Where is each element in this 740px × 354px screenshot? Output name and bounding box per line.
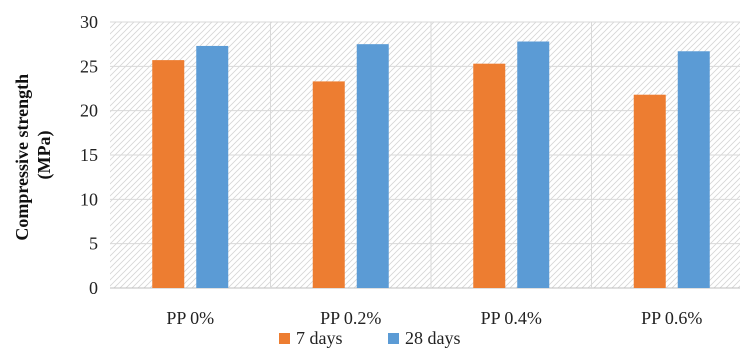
y-tick-label-5: 5 bbox=[89, 234, 98, 254]
y-tick-label-30: 30 bbox=[80, 12, 98, 32]
bar-pp-0-4--7-days bbox=[473, 63, 506, 288]
bar-pp-0--28-days bbox=[196, 45, 229, 288]
bar-pp-0-2--28-days bbox=[356, 44, 389, 288]
y-tick-label-25: 25 bbox=[80, 56, 98, 76]
bar-pp-0-4--28-days bbox=[517, 41, 550, 288]
bars bbox=[152, 41, 710, 289]
y-tick-label-10: 10 bbox=[80, 189, 98, 209]
legend-swatch-28-days bbox=[388, 333, 399, 344]
x-tick-label-1: PP 0.2% bbox=[320, 308, 381, 328]
y-tick-label-20: 20 bbox=[80, 101, 98, 121]
x-tick-label-2: PP 0.4% bbox=[481, 308, 542, 328]
y-axis-label-line-2: (MPa) bbox=[34, 131, 55, 180]
x-axis-ticks: PP 0% PP 0.2% PP 0.4% PP 0.6% bbox=[166, 308, 702, 328]
y-tick-label-15: 15 bbox=[80, 145, 98, 165]
legend-swatch-7-days bbox=[279, 333, 290, 344]
y-axis-label: Compressive strength (MPa) bbox=[12, 69, 55, 240]
legend-label-7-days: 7 days bbox=[296, 328, 343, 348]
y-tick-label-0: 0 bbox=[89, 278, 98, 298]
bar-pp-0--7-days bbox=[152, 60, 185, 289]
legend-label-28-days: 28 days bbox=[405, 328, 461, 348]
bar-pp-0-6--28-days bbox=[677, 51, 710, 289]
bar-pp-0-2--7-days bbox=[312, 81, 345, 288]
bar-pp-0-6--7-days bbox=[633, 94, 666, 288]
x-tick-label-0: PP 0% bbox=[166, 308, 214, 328]
legend: 7 days 28 days bbox=[279, 328, 461, 348]
y-axis-label-line-1: Compressive strength bbox=[12, 74, 32, 241]
x-tick-label-3: PP 0.6% bbox=[641, 308, 702, 328]
y-axis-ticks: 0 5 10 15 20 25 30 bbox=[80, 12, 98, 298]
